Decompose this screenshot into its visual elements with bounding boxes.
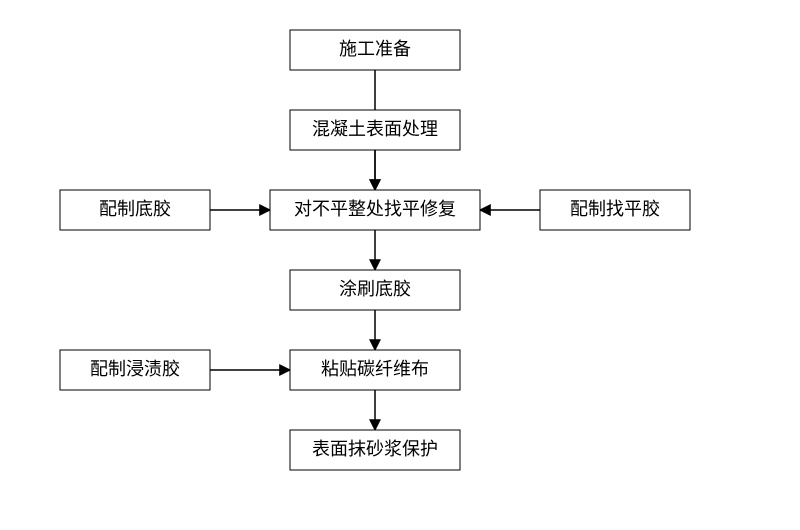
flow-node-label: 表面抹砂浆保护: [312, 439, 438, 459]
flow-node-label: 混凝土表面处理: [312, 119, 438, 139]
flow-node-sR1: 配制找平胶: [540, 190, 690, 230]
flow-node-label: 配制浸渍胶: [90, 359, 180, 379]
flow-node-n2: 混凝土表面处理: [290, 110, 460, 150]
flow-node-label: 施工准备: [339, 39, 411, 59]
flow-node-label: 粘贴碳纤维布: [321, 359, 429, 379]
flow-node-n1: 施工准备: [290, 30, 460, 70]
flow-node-label: 涂刷底胶: [339, 279, 411, 299]
flow-node-sL1: 配制底胶: [60, 190, 210, 230]
flow-node-label: 配制底胶: [99, 199, 171, 219]
flow-node-sL2: 配制浸渍胶: [60, 350, 210, 390]
flow-node-n5: 粘贴碳纤维布: [290, 350, 460, 390]
flow-node-n4: 涂刷底胶: [290, 270, 460, 310]
flow-node-label: 配制找平胶: [570, 199, 660, 219]
flow-node-n6: 表面抹砂浆保护: [290, 430, 460, 470]
flow-node-label: 对不平整处找平修复: [294, 199, 456, 219]
flowchart-canvas: 施工准备混凝土表面处理对不平整处找平修复涂刷底胶粘贴碳纤维布表面抹砂浆保护 配制底…: [0, 0, 800, 530]
flow-node-n3: 对不平整处找平修复: [270, 190, 480, 230]
